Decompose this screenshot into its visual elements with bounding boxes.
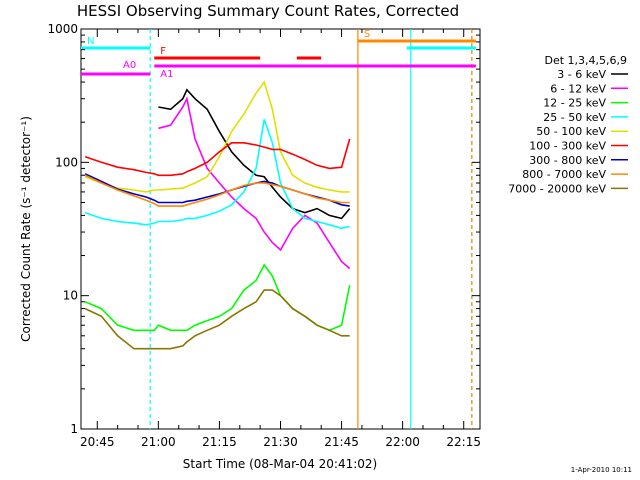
flag-label-f: F [160,46,166,57]
series-line-5 [84,138,351,177]
legend-label-6: 300 - 800 keV [529,154,606,167]
plot-frame [80,28,481,430]
x-tick-label-5: 22:00 [385,435,420,449]
y-tick-label-0: 1 [70,422,78,436]
series-line-0 [158,88,351,220]
series-line-6 [84,173,350,207]
legend-label-2: 12 - 25 keV [543,97,606,110]
x-axis-ticks: 20:45 21:00 21:15 21:30 21:45 22:00 22:15 [80,29,481,449]
x-tick-label-6: 22:15 [446,435,481,449]
series-line-1 [158,96,351,270]
y-axis-ticks: 1 10 100 1000 [47,22,480,436]
legend-label-1: 6 - 12 keV [550,82,606,95]
plot-area [80,28,481,430]
series-line-8 [84,289,350,350]
flag-bars: N S F A0 A1 [81,29,476,80]
flag-label-n: N [87,36,94,47]
vertical-markers [149,29,473,429]
legend-label-0: 3 - 6 keV [557,68,606,81]
flag-label-a0: A0 [123,60,136,71]
flag-label-s: S [364,29,370,40]
y-tick-label-1: 10 [63,289,78,303]
x-tick-label-3: 21:30 [263,435,298,449]
x-tick-label-4: 21:45 [324,435,359,449]
legend-label-8: 7000 - 20000 keV [508,182,606,195]
y-tick-label-3: 1000 [47,22,78,36]
series-line-7 [84,174,350,207]
series-line-3 [84,119,350,230]
legend-label-4: 50 - 100 keV [536,125,606,138]
legend-title: Det 1,3,4,5,6,9 [544,54,627,67]
x-axis-label: Start Time (08-Mar-04 20:41:02) [183,457,377,471]
y-tick-label-2: 100 [55,155,78,169]
series-layer [84,80,351,350]
x-tick-label-1: 21:00 [141,435,176,449]
flag-label-a1: A1 [160,69,173,80]
date-stamp: 1-Apr-2010 10:11 [571,466,632,474]
x-tick-label-2: 21:15 [202,435,237,449]
legend-label-3: 25 - 50 keV [543,111,606,124]
legend-label-7: 800 - 7000 keV [522,168,606,181]
y-axis-label: Corrected Count Rate (s⁻¹ detector⁻¹) [19,116,33,342]
legend-label-5: 100 - 300 keV [529,140,606,153]
x-tick-label-0: 20:45 [80,435,115,449]
series-line-4 [84,80,350,193]
chart-title: HESSI Observing Summary Count Rates, Cor… [77,2,459,20]
